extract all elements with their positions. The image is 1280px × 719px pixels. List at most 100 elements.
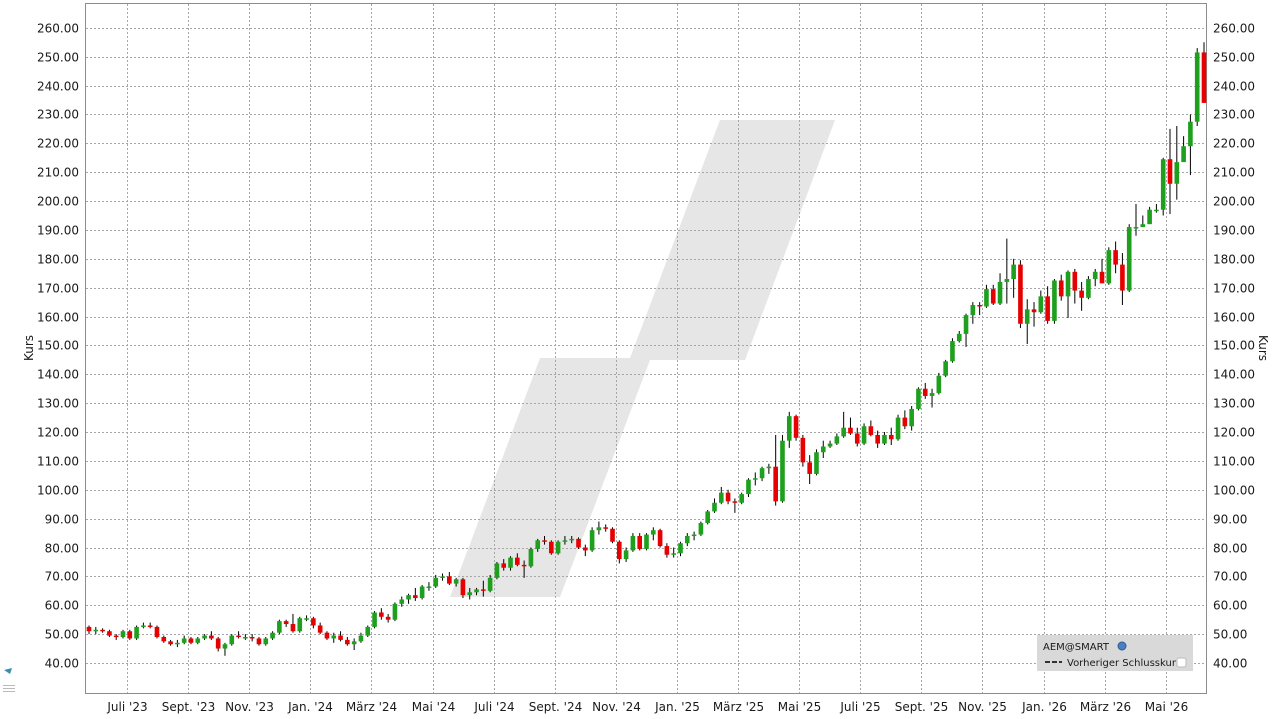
candle xyxy=(304,615,309,622)
candle-body-up xyxy=(820,446,826,453)
legend-toggle-checkbox[interactable] xyxy=(1176,657,1187,668)
drawing-tool-icon[interactable] xyxy=(3,668,15,692)
candle-body-up xyxy=(936,375,942,394)
candle xyxy=(780,434,785,503)
y-tick-label-left: 240.00 xyxy=(37,80,79,94)
y-tick-label-right: 240.00 xyxy=(1213,80,1255,94)
candle xyxy=(161,635,167,643)
candle-body-up xyxy=(644,534,649,549)
candle xyxy=(256,637,262,646)
candle-body-up xyxy=(950,341,955,362)
x-tick-label: März '26 xyxy=(1080,700,1131,714)
candle xyxy=(195,637,201,645)
candle xyxy=(202,634,207,640)
candle xyxy=(141,622,146,629)
candle-body-up xyxy=(120,631,126,638)
candle xyxy=(827,440,833,448)
x-axis-labels: Juli '23 Sept. '23 Nov. '23 Jan. '24 März '2… xyxy=(106,700,1188,714)
candle-body-down xyxy=(86,626,92,632)
candle-body-down xyxy=(725,492,731,502)
candle xyxy=(882,432,887,446)
candle-body-up xyxy=(671,553,677,555)
candle xyxy=(800,434,806,467)
candle xyxy=(984,284,989,308)
y-tick-label-left: 130.00 xyxy=(37,397,79,411)
candle-body-up xyxy=(134,626,139,639)
candle-body-up xyxy=(596,527,602,531)
candle-body-up xyxy=(943,361,948,376)
candle xyxy=(1011,258,1016,298)
candle-body-down xyxy=(549,541,554,554)
candle-body-up xyxy=(474,589,479,593)
candle-body-down xyxy=(481,589,486,591)
candle xyxy=(1024,299,1030,344)
candle-body-down xyxy=(1120,264,1125,291)
candle xyxy=(902,410,908,430)
candle-body-down xyxy=(515,557,520,565)
y-tick-label-right: 170.00 xyxy=(1213,282,1255,296)
candle-body-down xyxy=(542,540,547,542)
candle-body-up xyxy=(399,599,405,604)
candle-body-up xyxy=(589,530,595,551)
candle xyxy=(154,625,160,639)
candle xyxy=(596,521,602,535)
candle-body-down xyxy=(732,501,738,503)
candle xyxy=(977,302,982,316)
candle xyxy=(671,547,677,558)
candle xyxy=(1154,203,1159,213)
candle xyxy=(970,302,976,324)
candle xyxy=(311,616,316,629)
candle xyxy=(535,538,541,552)
candle-body-down xyxy=(1018,264,1023,324)
candle xyxy=(290,613,296,633)
candle xyxy=(936,372,942,395)
legend-previous-close-label: Vorheriger Schlusskurs xyxy=(1067,658,1181,669)
candle-body-up xyxy=(834,436,840,444)
candle-body-up xyxy=(181,638,187,643)
y-tick-label-left: 180.00 xyxy=(37,253,79,267)
candle xyxy=(650,527,656,541)
candle-body-up xyxy=(684,535,690,544)
candle-body-down xyxy=(990,289,996,304)
y-tick-label-right: 160.00 xyxy=(1213,311,1255,325)
candle-body-up xyxy=(963,315,969,334)
candle xyxy=(324,631,330,640)
candle-body-up xyxy=(1004,279,1010,282)
candle xyxy=(807,455,812,485)
candle-body-down xyxy=(324,632,330,639)
legend-box xyxy=(1037,635,1193,671)
candle xyxy=(426,582,432,591)
candle xyxy=(793,414,799,441)
candle xyxy=(868,420,874,437)
watermark-logo xyxy=(450,120,835,597)
candle-body-down xyxy=(603,527,609,529)
candle xyxy=(215,637,221,652)
y-tick-label-left: 100.00 xyxy=(37,484,79,498)
candle xyxy=(718,486,724,505)
candle-body-down xyxy=(1079,290,1084,298)
candle-body-down xyxy=(793,416,799,438)
candle-body-up xyxy=(970,305,976,316)
candle xyxy=(746,478,751,497)
candle xyxy=(487,574,493,593)
candle-body-down xyxy=(977,305,982,307)
candle xyxy=(854,427,860,447)
candle xyxy=(657,528,663,548)
candle-body-up xyxy=(1106,250,1112,284)
candle-body-down xyxy=(1072,271,1078,291)
candle-body-down xyxy=(147,625,153,627)
candle xyxy=(243,634,248,640)
candle-body-up xyxy=(297,618,303,632)
y-tick-label-left: 230.00 xyxy=(37,108,79,122)
candle-body-down xyxy=(888,434,894,440)
candle-body-down xyxy=(902,417,908,427)
candle-body-up xyxy=(766,466,772,469)
candle-body-up xyxy=(752,478,758,480)
candle-body-down xyxy=(501,563,507,568)
candle-body-up xyxy=(861,426,867,444)
y-tick-label-right: 90.00 xyxy=(1213,513,1247,527)
candle xyxy=(521,560,527,578)
candle xyxy=(888,427,894,446)
candle xyxy=(1120,253,1125,306)
y-tick-label-right: 100.00 xyxy=(1213,484,1255,498)
